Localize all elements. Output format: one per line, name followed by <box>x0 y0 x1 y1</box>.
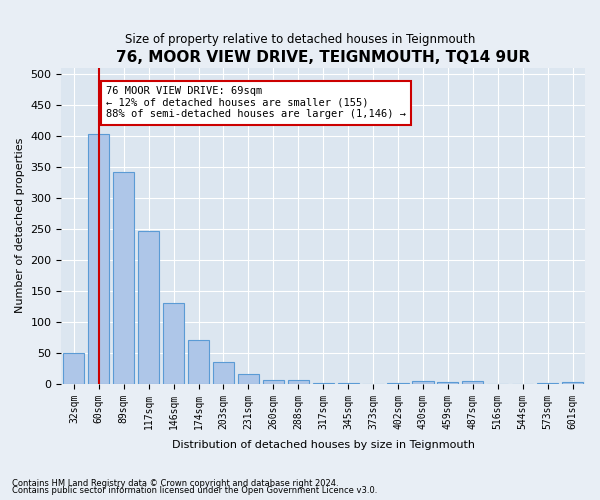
Bar <box>263 380 284 384</box>
Text: Contains HM Land Registry data © Crown copyright and database right 2024.: Contains HM Land Registry data © Crown c… <box>12 478 338 488</box>
X-axis label: Distribution of detached houses by size in Teignmouth: Distribution of detached houses by size … <box>172 440 475 450</box>
Text: Contains public sector information licensed under the Open Government Licence v3: Contains public sector information licen… <box>12 486 377 495</box>
Text: Size of property relative to detached houses in Teignmouth: Size of property relative to detached ho… <box>125 32 475 46</box>
Bar <box>213 362 234 384</box>
Bar <box>138 232 159 384</box>
Bar <box>188 340 209 384</box>
Bar <box>437 382 458 384</box>
Bar <box>313 382 334 384</box>
Title: 76, MOOR VIEW DRIVE, TEIGNMOUTH, TQ14 9UR: 76, MOOR VIEW DRIVE, TEIGNMOUTH, TQ14 9U… <box>116 50 530 65</box>
Bar <box>238 374 259 384</box>
Text: 76 MOOR VIEW DRIVE: 69sqm
← 12% of detached houses are smaller (155)
88% of semi: 76 MOOR VIEW DRIVE: 69sqm ← 12% of detac… <box>106 86 406 120</box>
Bar <box>412 381 434 384</box>
Bar <box>63 353 85 384</box>
Bar <box>462 382 484 384</box>
Bar <box>113 172 134 384</box>
Bar <box>562 382 583 384</box>
Bar <box>88 134 109 384</box>
Y-axis label: Number of detached properties: Number of detached properties <box>15 138 25 314</box>
Bar <box>287 380 309 384</box>
Bar <box>163 304 184 384</box>
